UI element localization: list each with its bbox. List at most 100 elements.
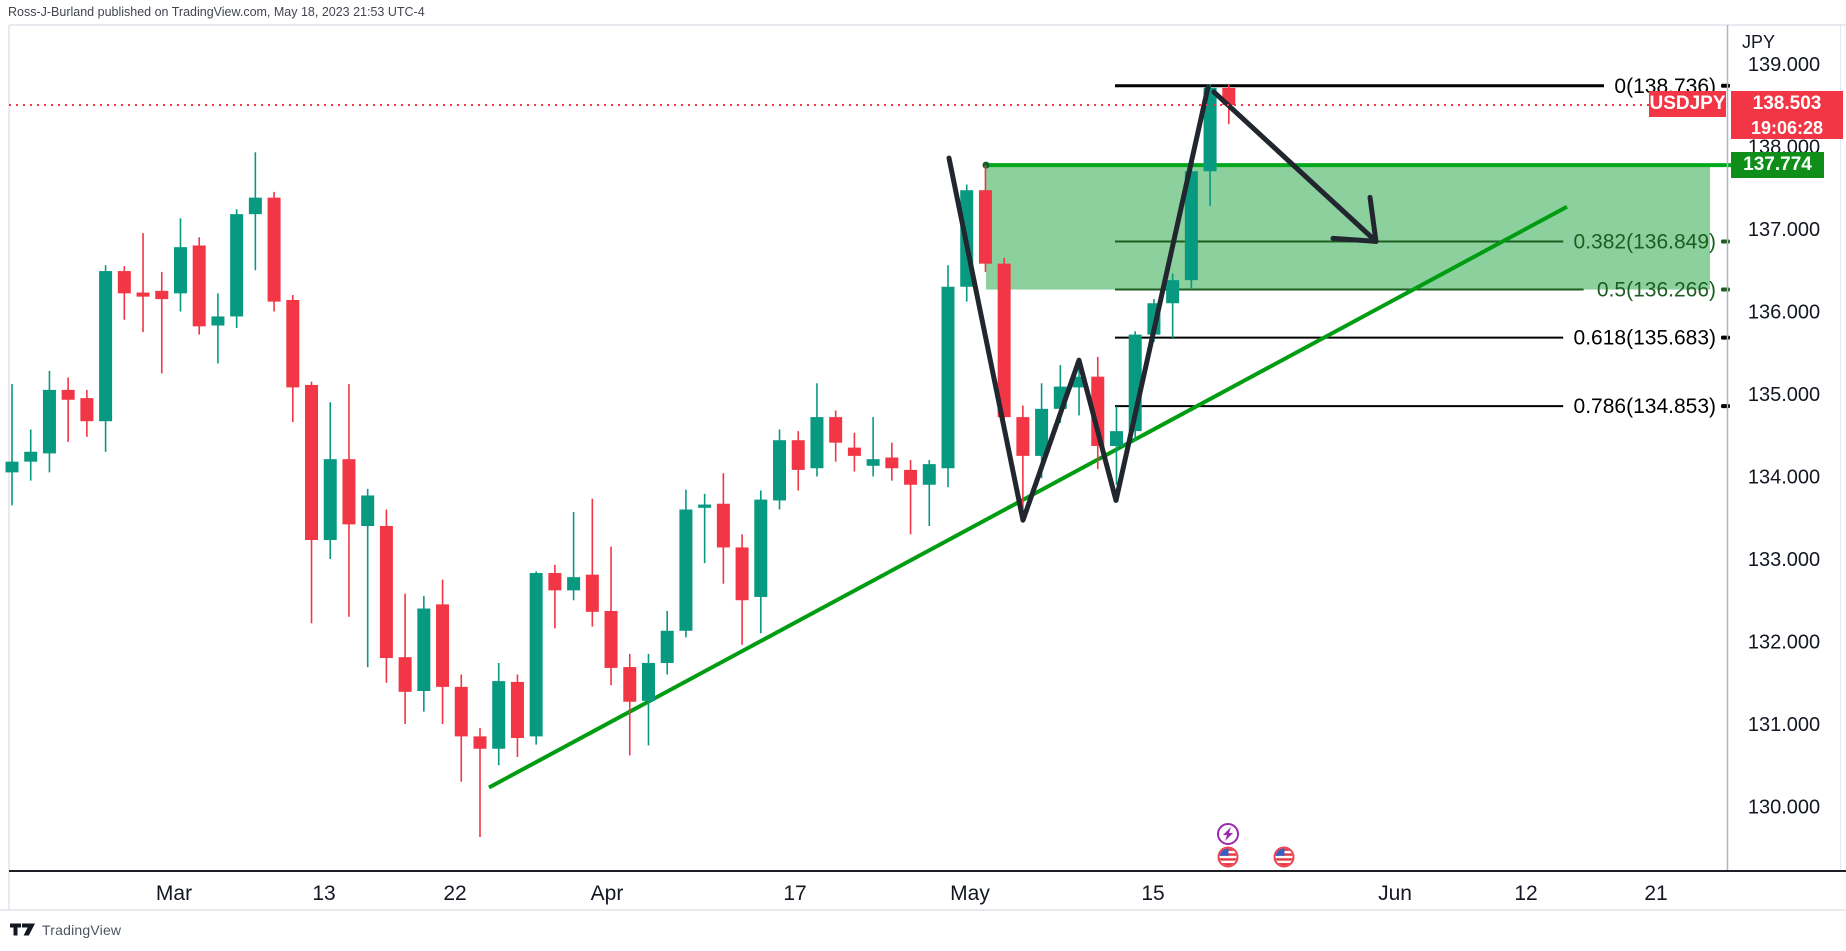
candle-mar-7 (230, 214, 244, 317)
candle-may-5 (1035, 408, 1049, 456)
candle-mar-23 (454, 686, 468, 737)
candle-feb-27 (117, 271, 131, 294)
candle-feb-17 (5, 461, 19, 473)
candles (5, 84, 1236, 838)
event-markers[interactable] (1217, 823, 1295, 868)
candle-may-16 (1166, 280, 1180, 304)
price-tick-label: 135.000 (1748, 384, 1820, 406)
candle-apr-10 (679, 509, 693, 631)
candle-apr-26 (904, 469, 918, 485)
price-tick-label: 130.000 (1748, 797, 1820, 819)
supply-zone[interactable] (982, 161, 1733, 290)
fib-level-label: 0.618(135.683) (1574, 327, 1716, 350)
candle-apr-18 (791, 440, 805, 470)
time-tick-label: 21 (1644, 882, 1667, 905)
candle-mar-1 (155, 290, 169, 300)
tradingview-logo-icon (10, 923, 35, 936)
candle-may-9 (1072, 376, 1086, 388)
time-axis[interactable]: Mar 13 22 Apr 17 May 15 Jun 12 21 (0, 870, 1846, 911)
candle-mar-29 (529, 573, 543, 737)
price-tick-label: 139.000 (1748, 54, 1820, 76)
time-tick-label: 22 (443, 882, 466, 905)
currency-label: JPY (1742, 32, 1776, 52)
candle-may-2 (978, 190, 992, 264)
zigzag-annotation[interactable] (946, 84, 1211, 523)
price-tick-label: 134.000 (1748, 467, 1820, 489)
time-tick-label: Apr (591, 882, 624, 905)
candle-apr-21 (847, 447, 861, 456)
candle-may-11 (1109, 431, 1123, 446)
last-price-badge: 138.503 (1731, 91, 1843, 117)
price-tick-label: 132.000 (1748, 632, 1820, 654)
candle-mar-21 (417, 608, 431, 691)
tradingview-logo-text: TradingView (42, 921, 122, 938)
fib-level-label: 0.382(136.849) (1574, 230, 1716, 253)
price-tick-label: 131.000 (1748, 714, 1820, 736)
fib-level-label: 0.5(136.266) (1597, 279, 1716, 302)
attribution-text: Ross-J-Burland published on TradingView.… (8, 5, 425, 19)
candle-apr-4 (604, 610, 618, 668)
time-tick-label: Mar (156, 882, 192, 905)
time-tick-label: 12 (1514, 882, 1537, 905)
candle-mar-2 (173, 247, 187, 294)
price-tick-label: 136.000 (1748, 302, 1820, 324)
candle-apr-13 (735, 547, 749, 601)
price-tick-label: 137.000 (1748, 219, 1820, 241)
candle-feb-22 (61, 389, 75, 400)
us-flag-event-icon[interactable] (1273, 846, 1295, 868)
candle-mar-28 (510, 681, 524, 739)
candle-mar-9 (267, 197, 281, 302)
candle-apr-24 (866, 459, 880, 466)
candle-mar-22 (436, 604, 450, 687)
candle-apr-20 (829, 417, 843, 443)
price-axis[interactable]: 139.000138.000137.000136.000135.000134.0… (1726, 25, 1821, 871)
candle-may-17 (1184, 171, 1198, 281)
candle-mar-17 (379, 526, 393, 658)
candle-may-3 (997, 263, 1011, 418)
price-tick-label: 133.000 (1748, 549, 1820, 571)
time-tick-label: 17 (783, 882, 806, 905)
candle-feb-20 (24, 451, 38, 462)
candle-apr-6 (641, 662, 655, 701)
trendline[interactable] (488, 204, 1568, 790)
level-price-badge: 137.774 (1731, 152, 1824, 178)
candle-apr-7 (660, 630, 674, 663)
candle-mar-31 (567, 577, 581, 591)
symbol-badge: USDJPY (1649, 91, 1726, 117)
time-tick-label: 13 (312, 882, 335, 905)
projection-arrow[interactable] (1211, 89, 1379, 244)
candle-may-4 (1016, 417, 1030, 456)
candle-may-18 (1203, 87, 1217, 172)
candle-mar-6 (211, 316, 225, 326)
candle-apr-3 (585, 574, 599, 612)
candle-apr-5 (623, 667, 637, 702)
time-tick-label: Jun (1378, 882, 1412, 905)
candle-mar-24 (473, 736, 487, 749)
candle-mar-15 (342, 459, 356, 525)
time-tick-label: 15 (1141, 882, 1164, 905)
candle-apr-25 (885, 457, 899, 469)
candle-apr-28 (941, 286, 955, 469)
fib-level-label: 0.786(134.853) (1574, 395, 1716, 418)
candle-feb-24 (99, 271, 113, 422)
candle-apr-14 (754, 499, 768, 597)
candle-apr-11 (698, 504, 712, 508)
countdown-badge: 19:06:28 (1731, 117, 1843, 139)
lightning-event-icon[interactable] (1217, 823, 1239, 845)
candle-feb-28 (136, 292, 150, 297)
us-flag-event-icon[interactable] (1217, 846, 1239, 868)
tradingview-logo[interactable]: TradingView (10, 921, 121, 938)
candle-mar-20 (398, 657, 412, 692)
candle-mar-27 (492, 681, 506, 749)
candle-mar-16 (361, 495, 375, 526)
candle-apr-19 (810, 417, 824, 469)
candle-apr-12 (716, 503, 730, 548)
candle-feb-23 (80, 398, 94, 422)
candle-mar-14 (323, 459, 337, 541)
candle-mar-10 (286, 299, 300, 388)
time-tick-label: May (950, 882, 990, 905)
candle-feb-21 (42, 389, 56, 454)
candle-mar-8 (248, 197, 262, 215)
